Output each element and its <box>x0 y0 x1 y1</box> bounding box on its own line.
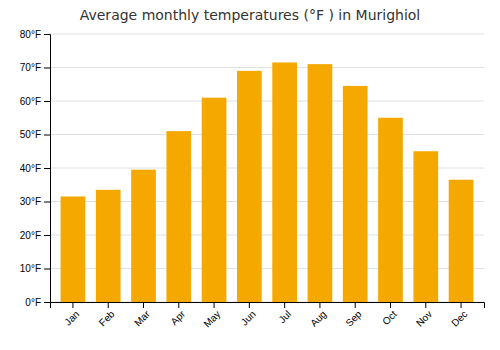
x-tick-mark <box>143 302 144 308</box>
x-tick-mark <box>214 302 215 308</box>
y-tick-mark <box>44 135 50 136</box>
y-tick-mark <box>44 168 50 169</box>
x-tick: Jun <box>239 302 258 328</box>
y-tick: 20°F <box>20 230 50 241</box>
bar <box>166 131 191 302</box>
bar <box>237 71 262 302</box>
y-tick: 30°F <box>20 196 50 207</box>
x-tick: Nov <box>414 302 434 329</box>
bar <box>272 62 297 302</box>
x-tick: Mar <box>132 302 152 328</box>
y-tick: 70°F <box>20 62 50 73</box>
bar <box>378 118 403 302</box>
x-tick-mark <box>425 302 426 308</box>
x-tick: Dec <box>449 302 469 329</box>
x-tick-mark <box>284 302 285 308</box>
x-tick-label: Oct <box>380 308 399 327</box>
bar <box>61 196 86 302</box>
y-tick: 50°F <box>20 129 50 140</box>
x-tick-mark <box>390 302 391 308</box>
y-tick-mark <box>44 202 50 203</box>
y-tick-label: 80°F <box>20 29 41 40</box>
y-tick: 60°F <box>20 96 50 107</box>
bar <box>202 98 227 302</box>
axis-line <box>51 303 485 309</box>
x-tick-label: Mar <box>132 308 152 328</box>
x-tick-mark <box>355 302 356 308</box>
x-tick-label: Dec <box>449 308 469 328</box>
x-tick: Feb <box>97 302 117 328</box>
x-tick: May <box>201 302 222 330</box>
y-axis: 0°F 10°F 20°F 30°F 40°F 50°F 60°F 70°F 80°F <box>20 29 51 308</box>
y-tick-mark <box>44 68 50 69</box>
x-tick-label: Jan <box>62 308 81 327</box>
bar <box>96 190 121 302</box>
x-tick-label: Apr <box>168 308 187 327</box>
grid-line <box>50 67 484 68</box>
x-tick-mark <box>72 302 73 308</box>
y-tick-label: 70°F <box>20 62 41 73</box>
x-axis: Jan Feb Mar Apr May Jun Jul Aug Sep Oct Nov Dec <box>51 302 485 330</box>
x-tick-mark <box>108 302 109 308</box>
y-tick-label: 0°F <box>25 297 41 308</box>
y-tick-mark <box>44 34 50 35</box>
y-tick-mark <box>44 302 50 303</box>
x-tick: Aug <box>308 302 328 329</box>
x-tick: Apr <box>168 302 187 327</box>
x-tick: Oct <box>380 302 399 327</box>
x-tick-label: Sep <box>343 308 364 329</box>
chart: Average monthly temperatures (°F ) in Mu… <box>0 0 500 350</box>
x-tick-mark <box>319 302 320 308</box>
bar <box>413 151 438 302</box>
y-tick-mark <box>44 101 50 102</box>
y-tick-mark <box>44 269 50 270</box>
plot: Jan Feb Mar Apr May Jun Jul Aug Sep Oct Nov Dec 0°F 1… <box>20 29 485 330</box>
bar <box>449 180 474 302</box>
y-tick-label: 50°F <box>20 129 41 140</box>
bar <box>131 170 156 302</box>
chart-title: Average monthly temperatures (°F ) in Mu… <box>80 7 421 23</box>
grid-line <box>50 134 484 135</box>
y-tick-label: 40°F <box>20 163 41 174</box>
bar <box>308 64 333 302</box>
x-tick: Sep <box>343 302 364 329</box>
y-tick-label: 20°F <box>20 230 41 241</box>
grid-line <box>50 101 484 102</box>
x-tick-mark <box>461 302 462 308</box>
x-tick-label: Feb <box>97 308 117 328</box>
x-tick: Jan <box>62 302 81 328</box>
grid <box>50 34 484 302</box>
bar <box>343 86 368 302</box>
y-tick: 80°F <box>20 29 50 40</box>
x-tick-label: Jul <box>276 308 293 325</box>
x-tick: Jul <box>276 302 293 325</box>
x-tick-label: Jun <box>239 308 258 327</box>
y-tick-label: 10°F <box>20 263 41 274</box>
x-tick-label: Aug <box>308 308 328 328</box>
grid-line <box>50 34 484 35</box>
y-tick: 0°F <box>25 297 50 308</box>
x-tick-label: Nov <box>414 308 434 328</box>
y-tick-mark <box>44 235 50 236</box>
x-tick-mark <box>178 302 179 308</box>
y-tick: 40°F <box>20 163 50 174</box>
y-tick-label: 60°F <box>20 96 41 107</box>
y-tick: 10°F <box>20 263 50 274</box>
x-tick-mark <box>249 302 250 308</box>
y-tick-label: 30°F <box>20 196 41 207</box>
x-tick-label: May <box>201 308 222 329</box>
axis-line <box>44 35 51 303</box>
bars <box>61 62 474 302</box>
